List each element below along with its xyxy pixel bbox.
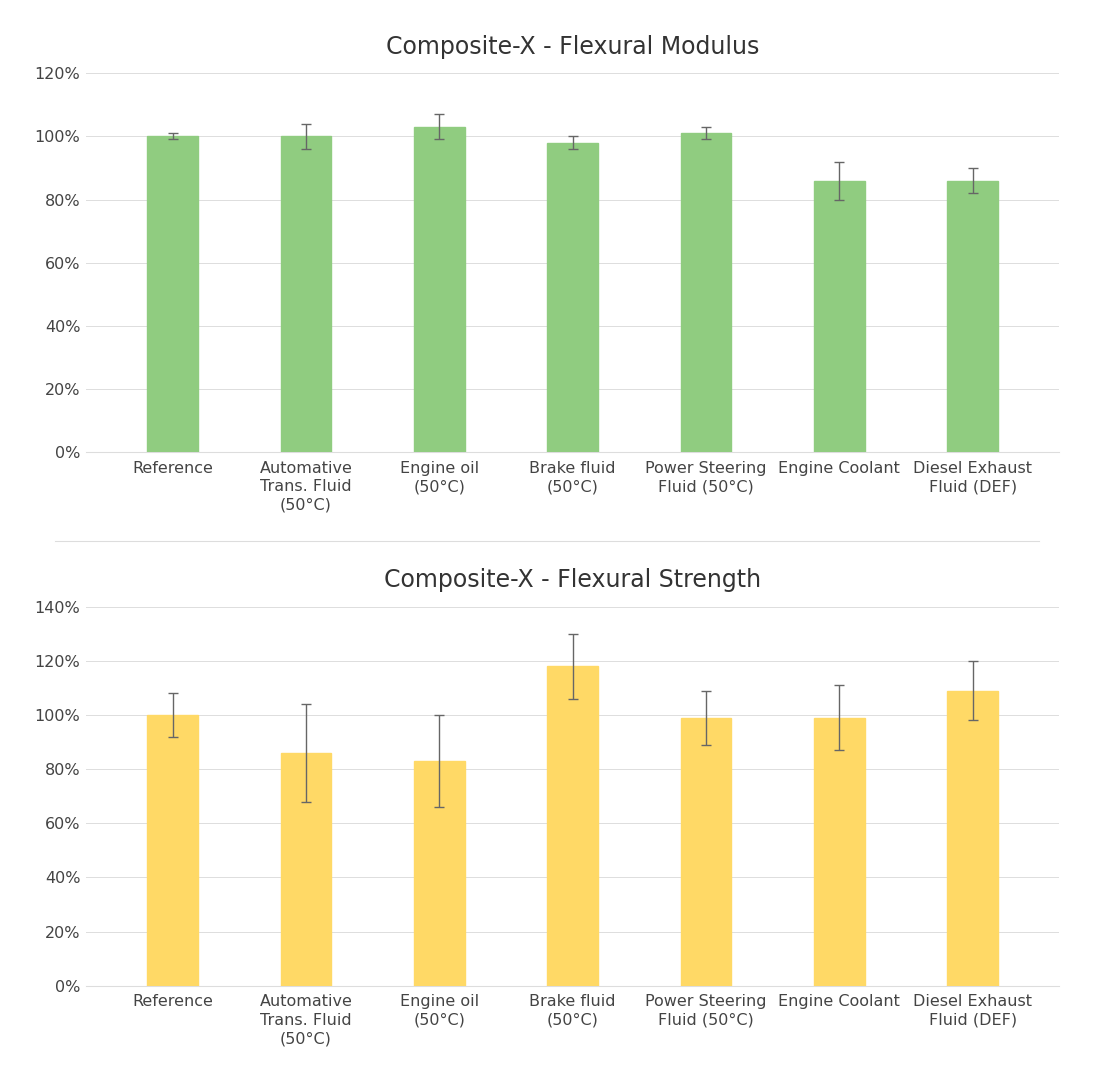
Bar bbox=[547, 143, 598, 452]
Bar bbox=[281, 136, 331, 452]
Bar bbox=[148, 136, 198, 452]
Bar bbox=[680, 718, 731, 986]
Bar bbox=[680, 133, 731, 452]
Bar bbox=[547, 666, 598, 986]
Bar bbox=[947, 181, 998, 452]
Title: Composite-X - Flexural Modulus: Composite-X - Flexural Modulus bbox=[386, 35, 759, 58]
Bar bbox=[281, 753, 331, 986]
Bar bbox=[947, 691, 998, 986]
Bar bbox=[148, 715, 198, 986]
Bar bbox=[414, 126, 465, 452]
Bar bbox=[814, 718, 864, 986]
Title: Composite-X - Flexural Strength: Composite-X - Flexural Strength bbox=[384, 569, 761, 592]
Bar bbox=[814, 181, 864, 452]
Bar bbox=[414, 761, 465, 986]
